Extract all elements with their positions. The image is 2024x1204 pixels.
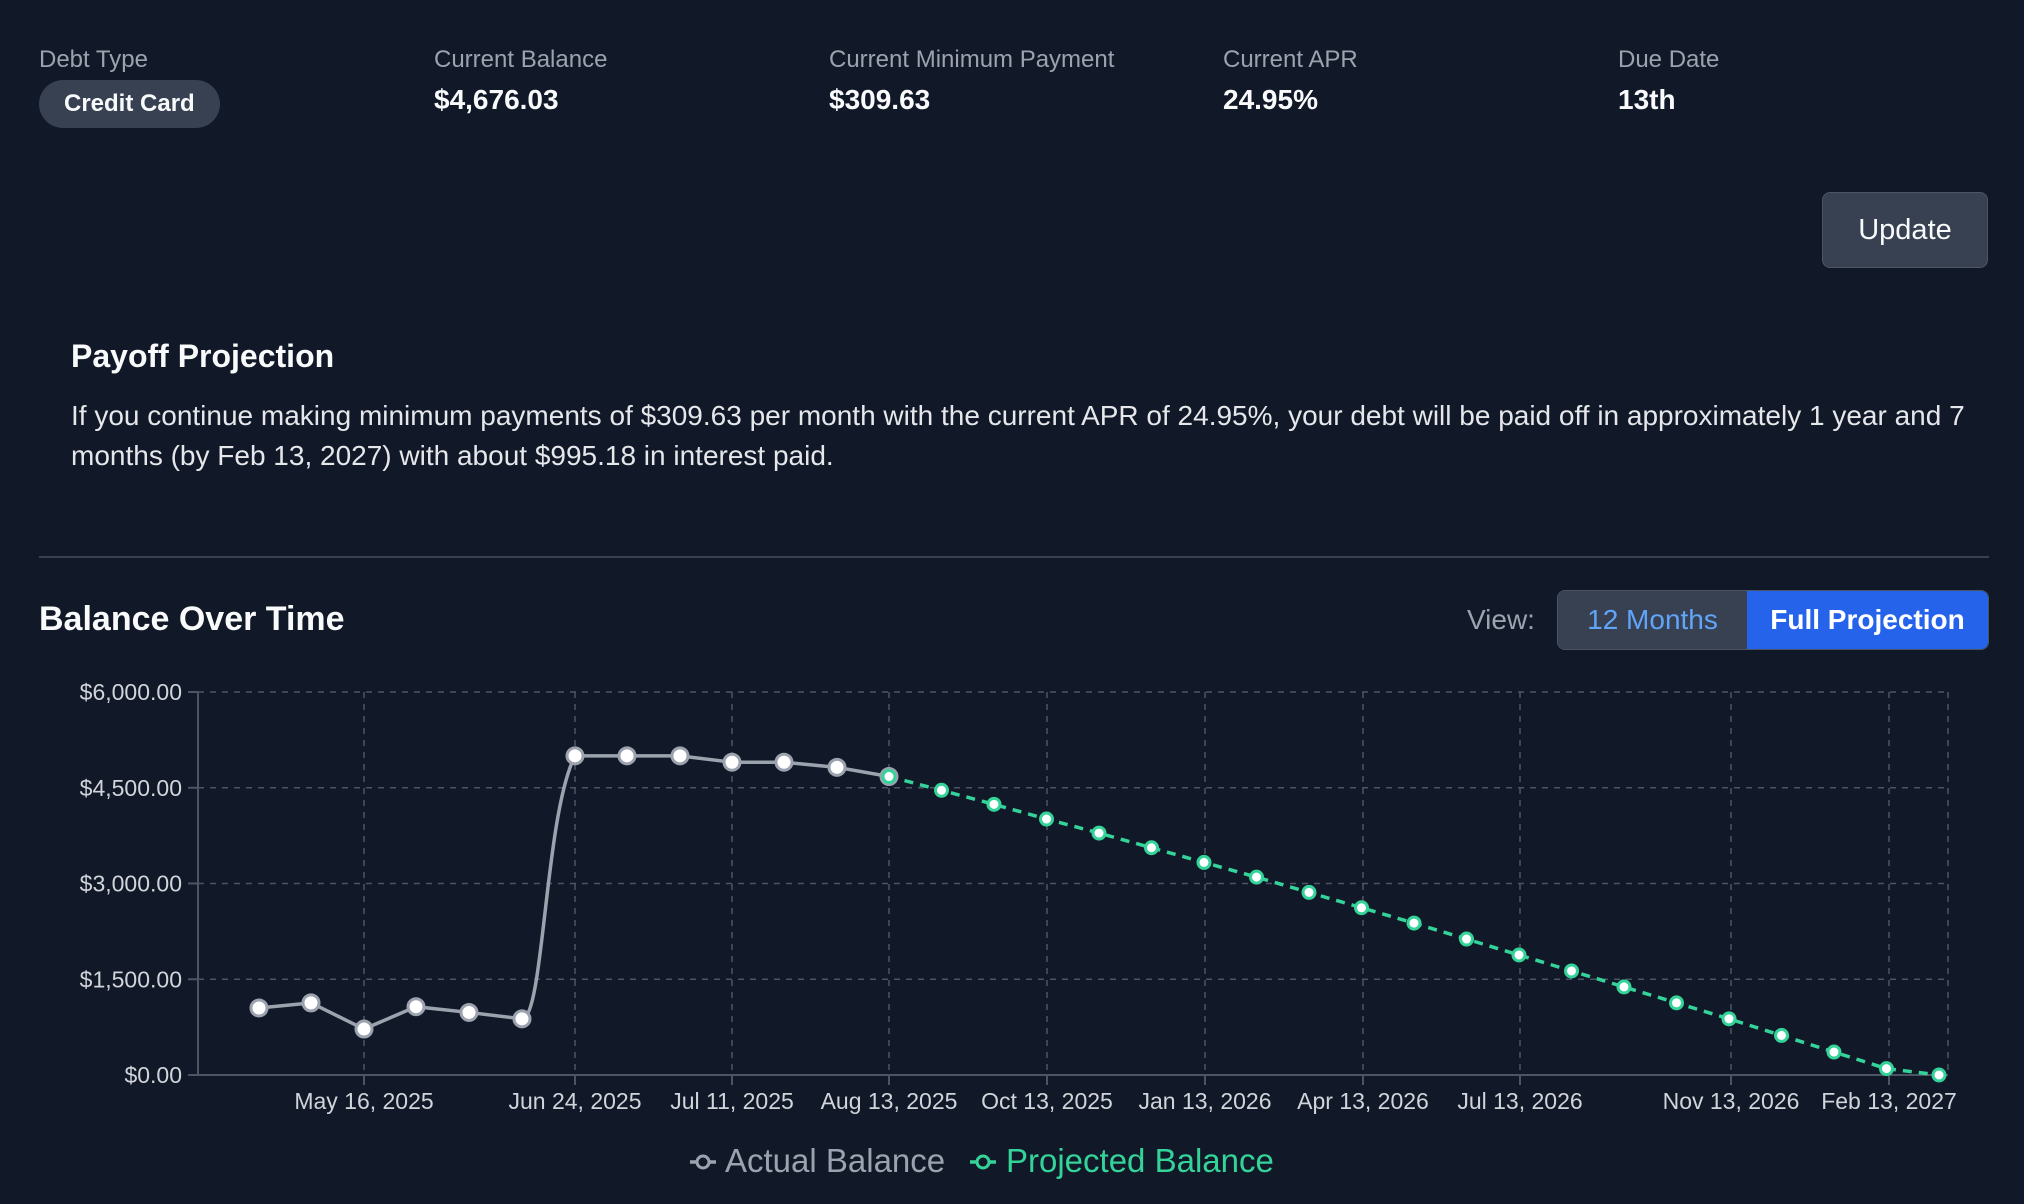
actual-balance-point: [670, 746, 690, 766]
projected-balance-point: [881, 769, 897, 785]
projected-balance-point: [1039, 811, 1054, 827]
x-tick-label: Jan 13, 2026: [1138, 1088, 1271, 1114]
projected-balance-point: [1511, 947, 1527, 963]
projected-balance-point: [1879, 1061, 1894, 1077]
y-tick-label: $3,000.00: [80, 871, 182, 897]
payoff-projection-title: Payoff Projection: [71, 338, 335, 374]
projected-balance-point: [1301, 884, 1317, 900]
payoff-projection-text: If you continue making minimum payments …: [71, 400, 1965, 471]
projected-balance-point: [1354, 900, 1369, 916]
y-tick-label: $4,500.00: [80, 775, 182, 801]
stat-apr-label: Current APR: [1223, 46, 1358, 73]
legend-actual-swatch-marker: [695, 1154, 711, 1170]
projected-balance-point: [1669, 995, 1684, 1011]
projected-balance-point: [1459, 931, 1474, 947]
view-full-projection-button[interactable]: Full Projection: [1747, 591, 1988, 649]
projected-balance-point: [1091, 825, 1107, 841]
projected-balance-point: [934, 782, 949, 798]
x-tick-label: Jul 11, 2025: [670, 1088, 794, 1114]
legend-projected-swatch-marker: [975, 1154, 991, 1170]
view-toggle: 12 Months Full Projection: [1557, 590, 1989, 650]
x-tick-label: May 16, 2025: [294, 1088, 433, 1114]
stat-current-balance-value: $4,676.03: [434, 84, 559, 115]
y-tick-label: $1,500.00: [80, 966, 182, 992]
x-tick-label: Apr 13, 2026: [1297, 1088, 1429, 1114]
x-tick-label: Oct 13, 2025: [981, 1088, 1113, 1114]
actual-balance-point: [774, 752, 794, 772]
stat-min-payment-value: $309.63: [829, 84, 931, 115]
section-divider: [39, 556, 1989, 558]
legend-projected-label: Projected Balance: [1006, 1142, 1274, 1179]
view-12-months-button[interactable]: 12 Months: [1558, 591, 1747, 649]
x-tick-label: Aug 13, 2025: [821, 1088, 958, 1114]
actual-balance-point: [722, 752, 742, 772]
stat-due-date-value: 13th: [1618, 84, 1676, 115]
projected-balance-point: [986, 796, 1002, 812]
projected-balance-point: [1721, 1011, 1737, 1027]
x-tick-label: Jun 24, 2025: [508, 1088, 641, 1114]
projected-balance-point: [1774, 1027, 1789, 1043]
actual-balance-line: [258, 754, 890, 1031]
stat-min-payment-label: Current Minimum Payment: [829, 46, 1115, 73]
projected-balance-point: [1196, 854, 1212, 870]
projected-balance-point: [1144, 840, 1159, 856]
stat-debt-type-label: Debt Type: [39, 46, 148, 73]
actual-balance-point: [617, 746, 637, 766]
actual-balance-point: [406, 997, 426, 1017]
actual-balance-point: [301, 993, 321, 1013]
x-tick-label: Nov 13, 2026: [1663, 1088, 1800, 1114]
actual-balance-point: [512, 1009, 532, 1029]
projected-balance-point: [1406, 915, 1422, 931]
view-label: View:: [1467, 604, 1535, 635]
projected-balance-point: [1249, 869, 1264, 885]
stat-current-balance-label: Current Balance: [434, 46, 608, 73]
projected-balance-point: [1931, 1067, 1947, 1083]
y-tick-label: $0.00: [124, 1062, 182, 1088]
x-tick-label: Feb 13, 2027: [1821, 1088, 1957, 1114]
stat-due-date-label: Due Date: [1618, 46, 1720, 73]
update-button[interactable]: Update: [1822, 192, 1988, 268]
chart-section-title: Balance Over Time: [39, 600, 345, 638]
actual-balance-point: [249, 998, 269, 1018]
actual-balance-point: [827, 757, 847, 777]
actual-balance-point: [354, 1019, 374, 1039]
projected-balance-point: [1616, 979, 1632, 995]
y-tick-label: $6,000.00: [80, 679, 182, 705]
actual-balance-point: [459, 1002, 479, 1022]
debt-type-badge: Credit Card: [39, 80, 220, 128]
actual-balance-point: [565, 746, 585, 766]
legend-actual-label: Actual Balance: [725, 1142, 945, 1179]
stat-apr-value: 24.95%: [1223, 84, 1318, 115]
x-tick-label: Jul 13, 2026: [1457, 1088, 1582, 1114]
projected-balance-point: [1826, 1044, 1842, 1060]
projected-balance-point: [1564, 963, 1579, 979]
